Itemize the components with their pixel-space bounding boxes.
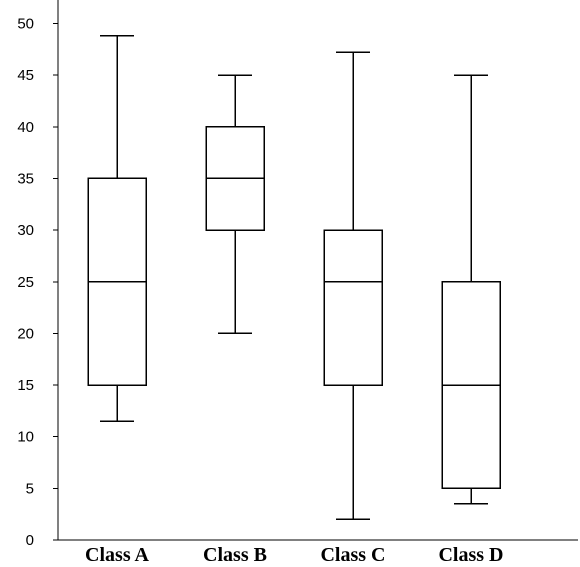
x-tick-label: Class D [438, 544, 503, 566]
y-tick-label: 5 [26, 480, 34, 497]
x-tick-label: Class A [85, 544, 149, 566]
y-tick-label: 30 [17, 222, 34, 239]
y-tick-label: 20 [17, 325, 34, 342]
x-tick-label: Class B [203, 544, 267, 566]
box-class-a [87, 35, 147, 422]
y-tick-label: 0 [26, 532, 34, 549]
y-tick-label: 15 [17, 377, 34, 394]
y-tick-label: 25 [17, 274, 34, 291]
y-tick-label: 40 [17, 119, 34, 136]
box-class-d [441, 74, 501, 505]
tick-labels: 0 5 10 15 20 25 30 35 40 45 50 Class A Class B Class … [17, 16, 503, 567]
y-tick-label: 35 [17, 170, 34, 187]
iqr-box [323, 229, 383, 386]
box-class-b [205, 74, 265, 335]
y-tick-label: 50 [17, 16, 34, 33]
box-class-c [323, 51, 383, 521]
y-tick-label: 10 [17, 429, 34, 446]
x-tick-label: Class C [320, 544, 385, 566]
y-tick-label: 45 [17, 67, 34, 84]
axes [53, 0, 578, 541]
box-series [87, 35, 501, 521]
